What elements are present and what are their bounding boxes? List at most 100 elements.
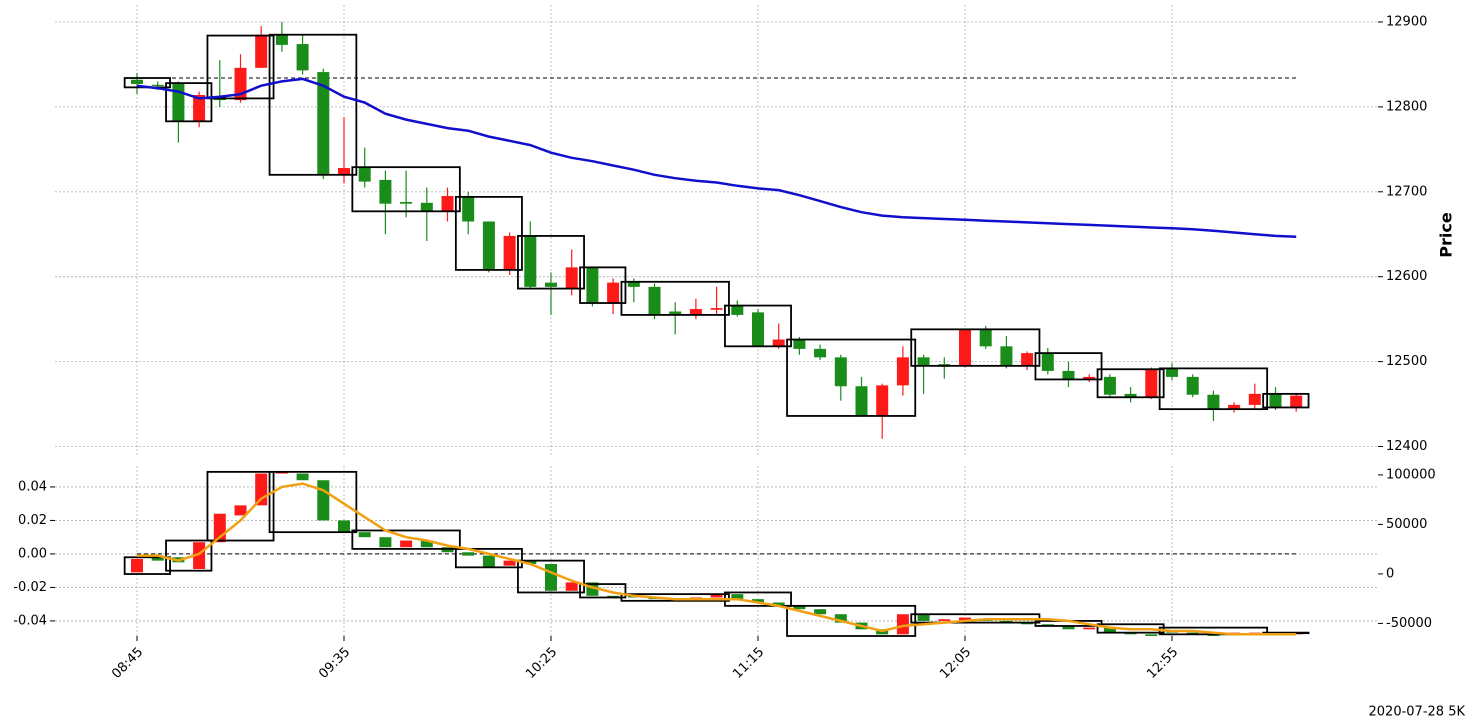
range-box [351, 529, 461, 550]
candle-body [1207, 394, 1220, 410]
y2-tick-label: 50000 [1386, 517, 1427, 532]
candle-body [917, 614, 930, 621]
y-tick-label: 12500 [1386, 354, 1427, 369]
candle-body [524, 560, 537, 564]
candle-body [772, 339, 785, 346]
candle-body [938, 619, 951, 621]
candle-body [545, 563, 557, 591]
candle-body [338, 168, 350, 175]
y-axis-label: Price [1437, 212, 1456, 258]
range-box [1158, 367, 1269, 411]
candle-body [462, 196, 475, 222]
candle-body [752, 312, 764, 346]
range-box [1034, 352, 1103, 381]
candle-body [296, 473, 309, 481]
candle-body [565, 267, 578, 290]
candle-body [131, 79, 143, 84]
candle-body [1103, 627, 1116, 633]
x-tick-label: 11:15 [730, 645, 767, 682]
y-tick-label: 12700 [1386, 184, 1427, 199]
candle-body [420, 202, 433, 212]
range-box [268, 470, 358, 534]
y2-tick-label: 0 [1386, 566, 1394, 581]
range-box [454, 548, 523, 569]
range-box [517, 235, 585, 290]
candle-body [1041, 353, 1054, 371]
candle-body [876, 385, 889, 416]
candle-body [255, 473, 268, 506]
range-box [165, 539, 213, 572]
range-box [724, 304, 792, 348]
candle-body [172, 83, 185, 121]
range-box [206, 470, 275, 542]
candle-body [462, 552, 475, 556]
candle-body [648, 286, 661, 315]
candle-body [503, 235, 516, 270]
candle-body [317, 480, 330, 521]
y2-tick-label: 100000 [1386, 467, 1436, 482]
y-tick-label: -0.04 [13, 613, 47, 628]
candle-body [1145, 634, 1158, 636]
range-box [620, 280, 730, 316]
candle-body [1083, 376, 1096, 380]
x-tick-label: 12:05 [937, 645, 974, 682]
y-tick-label: 0.02 [18, 513, 47, 528]
y-tick-label: 12400 [1386, 439, 1427, 454]
range-box [786, 338, 917, 417]
candle-body [400, 540, 413, 548]
y-tick-label: 12800 [1386, 99, 1427, 114]
candle-body [1228, 404, 1241, 410]
candle-body [772, 602, 785, 606]
candle-body [1124, 393, 1137, 398]
candle-body [896, 357, 909, 386]
candle-body [814, 348, 827, 358]
candle-body [586, 266, 599, 304]
footer-note: 2020-07-28 5K [1369, 705, 1466, 720]
candle-body [834, 357, 847, 387]
candle-body [358, 167, 371, 182]
candle-body [1103, 376, 1116, 395]
range-box [786, 604, 917, 637]
candle-body [131, 558, 143, 573]
indicator-line [137, 482, 1297, 636]
y2-tick-label: -50000 [1386, 616, 1432, 631]
candle-body [1021, 353, 1034, 366]
x-tick-label: 12:55 [1144, 645, 1181, 682]
candle-body [275, 34, 288, 45]
candle-body [793, 339, 806, 349]
candle-body [1062, 625, 1075, 630]
candle-body [731, 594, 744, 600]
candle-body [959, 329, 971, 366]
candle-body [1186, 376, 1199, 395]
indicator-line [136, 77, 1297, 239]
range-box [517, 559, 585, 594]
candle-body [1062, 370, 1075, 380]
range-box [579, 266, 627, 304]
candle-body [855, 386, 868, 416]
candle-body [917, 357, 930, 365]
candle-body [524, 235, 537, 287]
candle-body [814, 609, 827, 615]
candle-body [151, 84, 164, 87]
candle-body [979, 329, 992, 347]
candle-body [482, 221, 495, 270]
candle-body [193, 542, 206, 570]
range-box [579, 583, 627, 599]
range-box [620, 593, 730, 602]
x-tick-label: 08:45 [109, 645, 146, 682]
candle-body [1000, 346, 1013, 366]
candle-body [296, 44, 309, 71]
candle-body [482, 555, 495, 568]
range-box [123, 556, 171, 575]
candle-body [317, 72, 330, 175]
candle-body [379, 537, 392, 548]
candle-body [234, 505, 247, 516]
candle-body [752, 599, 764, 603]
y-tick-label: -0.02 [13, 580, 47, 595]
candle-body [1145, 369, 1158, 398]
candle-body [1290, 395, 1303, 408]
range-box [910, 328, 1041, 367]
candle-body [400, 201, 413, 204]
candle-body [834, 614, 847, 623]
